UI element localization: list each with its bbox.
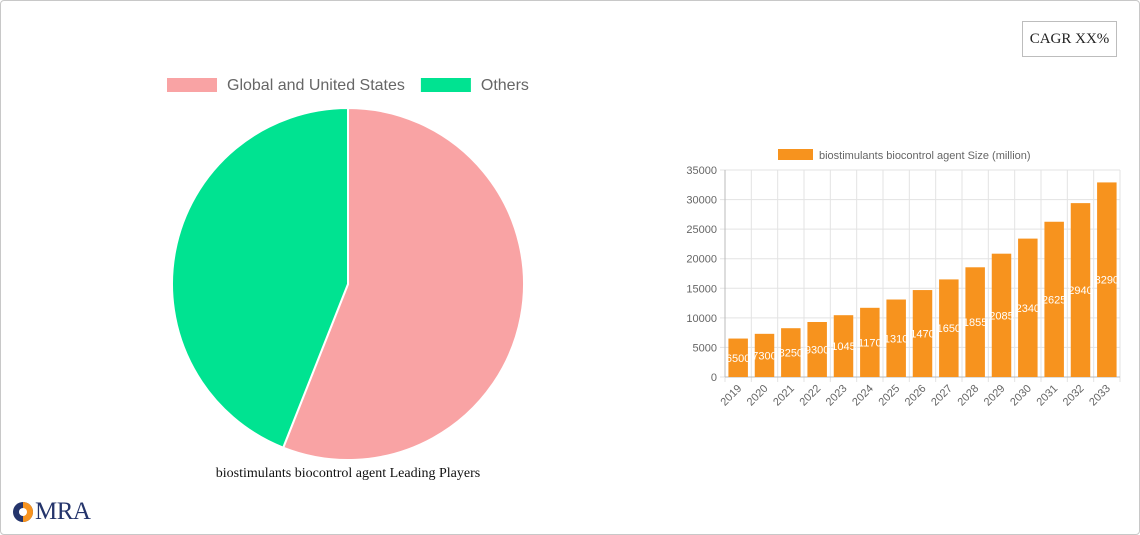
pie-chart: Global and United States Others	[167, 77, 529, 461]
x-tick-label: 2033	[1087, 383, 1113, 409]
bar-2022[interactable]	[807, 321, 827, 377]
logo-text: MRA	[35, 498, 91, 525]
y-tick-label: 35000	[686, 165, 717, 177]
y-tick-label: 20000	[686, 254, 717, 266]
bar-2030[interactable]	[1018, 238, 1038, 377]
bar-data-label: 6500	[726, 353, 750, 365]
bar-chart: biostimulants biocontrol agent Size (mil…	[686, 149, 1121, 409]
pie-legend-swatch	[167, 78, 217, 92]
x-tick-label: 2032	[1061, 383, 1087, 409]
y-tick-label: 5000	[693, 342, 717, 354]
y-tick-label: 30000	[686, 195, 717, 207]
x-tick-label: 2024	[850, 383, 876, 409]
pie-slice-others[interactable]	[171, 106, 349, 449]
x-tick-label: 2023	[824, 383, 850, 409]
bar-data-label: 2085	[989, 310, 1013, 322]
pie-legend-label: Others	[481, 77, 529, 94]
bar-2023[interactable]	[833, 315, 854, 377]
bar-data-label: 1310	[884, 333, 908, 345]
x-tick-label: 2025	[876, 383, 902, 409]
bar-2024[interactable]	[860, 307, 880, 377]
mra-logo: MRA	[12, 498, 91, 526]
bar-data-label: 1855	[963, 317, 987, 329]
bar-data-label: 1045	[831, 341, 855, 353]
bar-data-label: 7300	[752, 350, 776, 362]
bar-2019[interactable]	[728, 338, 748, 377]
bar-2026[interactable]	[912, 290, 933, 377]
bar-2027[interactable]	[939, 279, 959, 377]
bar-2028[interactable]	[965, 267, 985, 377]
bar-data-label: 3290	[1095, 275, 1119, 287]
pie-legend-label: Global and United States	[227, 77, 405, 94]
bar-data-label: 1650	[937, 323, 961, 335]
x-tick-label: 2019	[718, 383, 744, 409]
bar-legend[interactable]: biostimulants biocontrol agent Size (mil…	[778, 149, 1031, 162]
bar-2033[interactable]	[1097, 182, 1117, 377]
y-tick-label: 0	[711, 372, 717, 384]
bar-data-label: 2940	[1068, 285, 1092, 297]
pie-legend-item[interactable]: Others	[420, 77, 529, 94]
bar-2021[interactable]	[781, 328, 801, 377]
x-tick-label: 2027	[929, 383, 955, 409]
bar-data-label: 2625	[1042, 294, 1066, 306]
bar-2020[interactable]	[754, 333, 775, 377]
bar-data-label: 2340	[1016, 303, 1040, 315]
bar-2032[interactable]	[1070, 203, 1091, 377]
bar-2029[interactable]	[991, 253, 1012, 377]
bar-legend-swatch	[778, 149, 813, 160]
logo-mark-icon	[13, 502, 33, 522]
x-tick-label: 2028	[955, 383, 981, 409]
pie-caption: biostimulants biocontrol agent Leading P…	[215, 466, 481, 481]
x-tick-label: 2022	[797, 383, 823, 409]
bar-data-label: 9300	[805, 344, 829, 356]
cagr-badge[interactable]: CAGR XX%	[1022, 21, 1117, 57]
bar-data-label: 1170	[858, 337, 882, 349]
y-tick-label: 15000	[686, 283, 717, 295]
x-tick-label: 2026	[903, 383, 929, 409]
bar-data-label: 8250	[779, 348, 803, 360]
x-tick-label: 2029	[982, 383, 1008, 409]
pie-slice-global-and-united-states[interactable]	[281, 106, 525, 461]
pie-legend-swatch	[420, 78, 471, 92]
bar-2025[interactable]	[886, 299, 906, 377]
x-tick-label: 2031	[1034, 383, 1060, 409]
x-tick-label: 2030	[1008, 383, 1034, 409]
y-tick-label: 25000	[686, 224, 717, 236]
bar-2031[interactable]	[1044, 221, 1064, 377]
x-tick-label: 2020	[745, 383, 771, 409]
pie-legend-item[interactable]: Global and United States	[167, 77, 405, 94]
x-tick-label: 2021	[771, 383, 797, 409]
bar-legend-label: biostimulants biocontrol agent Size (mil…	[819, 150, 1031, 162]
bar-data-label: 1470	[910, 329, 934, 341]
y-tick-label: 10000	[686, 313, 717, 325]
